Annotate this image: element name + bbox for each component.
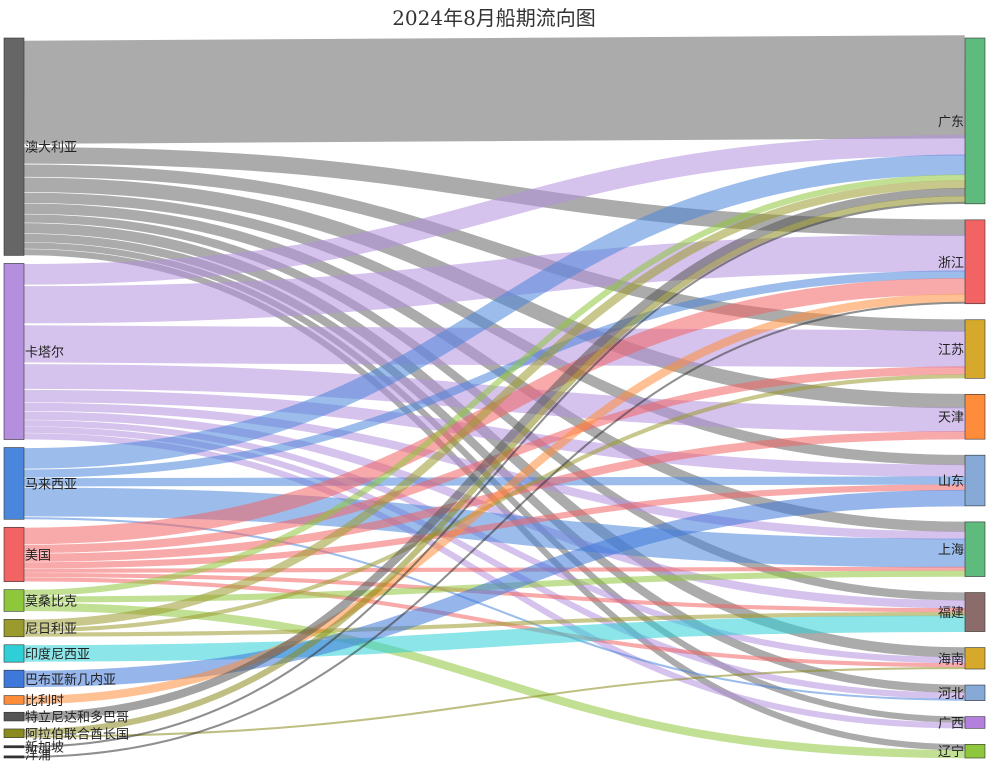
flow-link: [23, 201, 966, 748]
target-label: 河北: [938, 687, 964, 702]
target-label: 山东: [938, 475, 964, 490]
source-label: 美国: [25, 548, 51, 563]
flow-link: [23, 35, 966, 144]
flow-link: [23, 277, 966, 545]
flow-link: [23, 476, 966, 487]
target-node: [964, 684, 986, 701]
flow-link: [23, 154, 966, 469]
links-layer: [23, 35, 966, 759]
source-label: 洋浦: [25, 748, 51, 761]
source-label: 马来西亚: [25, 477, 77, 492]
source-node: [3, 447, 25, 520]
source-label: 特立尼达和多巴哥: [25, 710, 129, 726]
flow-link: [23, 484, 966, 569]
target-label: 福建: [938, 606, 964, 621]
source-node: [3, 669, 25, 688]
flow-link: [23, 188, 966, 721]
chart-title: 2024年8月船期流向图: [392, 6, 596, 30]
source-node: [3, 37, 25, 256]
flow-link: [23, 389, 966, 477]
source-node: [3, 745, 25, 749]
flow-link: [23, 301, 966, 758]
flow-link: [23, 566, 966, 573]
source-node: [3, 728, 25, 738]
target-node: [964, 37, 986, 205]
target-node: [964, 319, 986, 379]
flow-link: [23, 611, 966, 637]
source-label: 新加坡: [25, 740, 64, 756]
target-node: [964, 219, 986, 305]
flow-link: [23, 364, 966, 433]
flow-link: [23, 615, 966, 662]
source-label: 莫桑比克: [25, 595, 77, 610]
target-label: 天津: [938, 411, 964, 426]
source-label: 尼日利亚: [25, 622, 77, 637]
source-node: [3, 263, 25, 440]
source-node: [3, 589, 25, 612]
source-label: 比利时: [25, 694, 64, 709]
target-node: [964, 716, 986, 729]
flow-link: [23, 325, 966, 368]
target-node: [964, 647, 986, 670]
target-node: [964, 393, 986, 440]
flow-link: [23, 402, 966, 540]
nodes-layer: 澳大利亚卡塔尔马来西亚美国莫桑比克尼日利亚印度尼西亚巴布亚新几内亚比利时特立尼达…: [3, 37, 986, 761]
flow-link: [23, 180, 966, 628]
flow-link: [23, 411, 966, 609]
target-node: [964, 454, 986, 507]
target-label: 广西: [938, 716, 964, 731]
flow-link: [23, 174, 966, 596]
flow-link: [23, 489, 966, 688]
target-label: 海南: [938, 651, 964, 667]
flow-link: [23, 293, 966, 705]
flow-link: [23, 667, 966, 738]
source-node: [3, 644, 25, 663]
flow-link: [23, 195, 966, 736]
source-node: [3, 711, 25, 722]
target-label: 江苏: [938, 342, 964, 358]
source-node: [3, 526, 25, 582]
flow-link: [23, 164, 966, 332]
target-label: 辽宁: [938, 744, 964, 760]
target-node: [964, 521, 986, 577]
target-node: [964, 592, 986, 632]
source-label: 卡塔尔: [25, 345, 64, 360]
source-label: 阿拉伯联合酋长国: [25, 726, 129, 742]
flow-link: [23, 234, 966, 324]
target-label: 广东: [938, 115, 964, 130]
source-node: [3, 619, 25, 638]
source-label: 巴布亚新几内亚: [25, 672, 116, 688]
flow-link: [23, 135, 966, 285]
flow-link: [23, 270, 966, 478]
source-node: [3, 695, 25, 705]
source-label: 澳大利亚: [25, 140, 77, 156]
target-label: 浙江: [938, 256, 964, 271]
target-label: 上海: [938, 543, 964, 558]
source-label: 印度尼西亚: [25, 646, 90, 662]
source-node: [3, 755, 25, 759]
target-node: [964, 744, 986, 759]
